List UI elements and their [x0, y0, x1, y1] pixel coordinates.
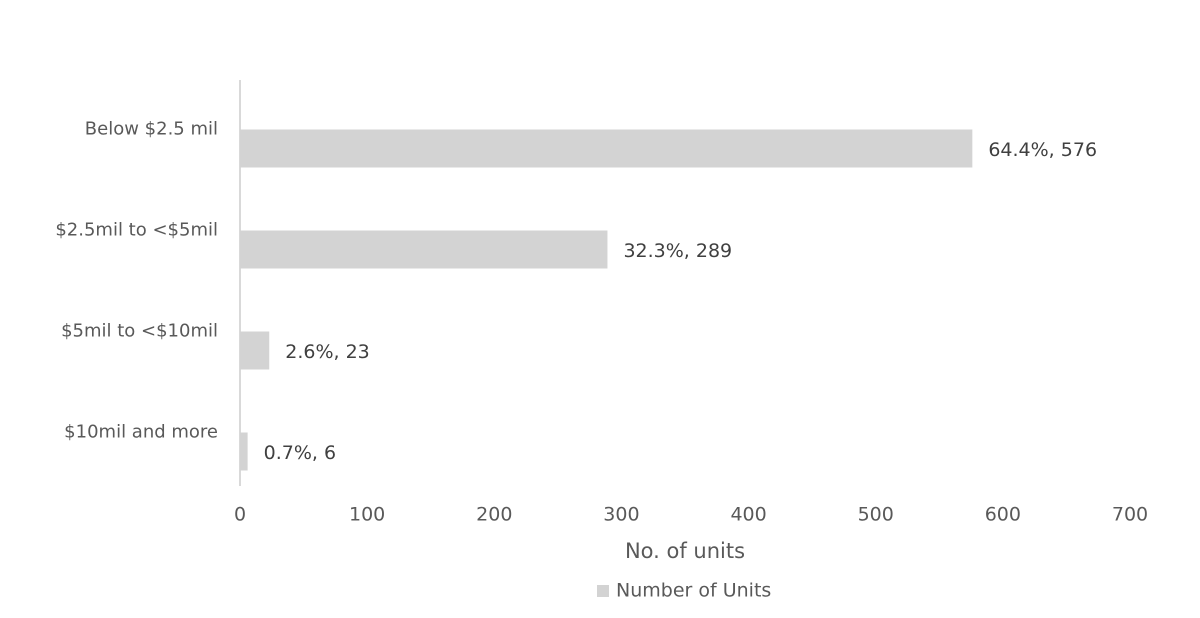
data-label: 64.4%, 576: [988, 139, 1097, 161]
x-tick-label: 0: [234, 504, 246, 526]
y-tick-label: Below $2.5 mil: [85, 119, 218, 140]
x-tick-label: 600: [985, 504, 1021, 526]
x-tick-label: 400: [730, 504, 766, 526]
data-label: 0.7%, 6: [264, 442, 336, 464]
y-tick-label: $2.5mil to <$5mil: [55, 220, 218, 241]
x-tick-label: 700: [1112, 504, 1148, 526]
y-tick-label: $5mil to <$10mil: [61, 321, 218, 342]
bar: [240, 230, 608, 269]
x-tick-label: 200: [476, 504, 512, 526]
x-tick-label: 300: [603, 504, 639, 526]
x-tick-label: 100: [349, 504, 385, 526]
data-label: 2.6%, 23: [285, 341, 370, 363]
data-label: 32.3%, 289: [623, 240, 732, 262]
bar: [240, 432, 248, 471]
x-tick-label: 500: [858, 504, 894, 526]
legend-label: Number of Units: [616, 580, 771, 602]
legend-swatch: [597, 585, 609, 597]
x-axis-title: No. of units: [625, 539, 745, 563]
bar: [240, 129, 973, 168]
y-tick-label: $10mil and more: [64, 422, 218, 443]
bar: [240, 331, 270, 370]
